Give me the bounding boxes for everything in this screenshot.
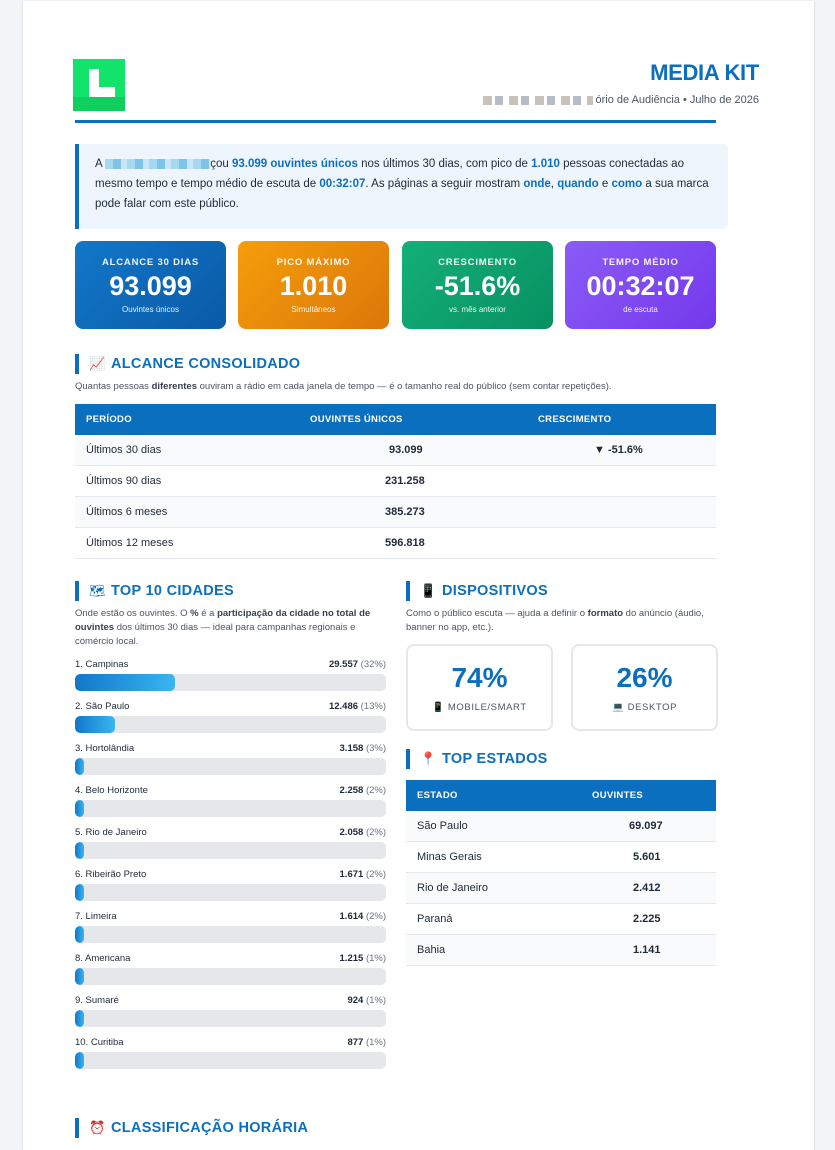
brand-logo xyxy=(73,59,125,111)
section-title-cities: 🗺 TOP 10 CIDADES xyxy=(75,581,234,601)
city-name: 5. Rio de Janeiro xyxy=(75,827,147,838)
city-bar-row: 5. Rio de Janeiro 2.058 (2%) xyxy=(75,827,386,859)
city-bar-fill xyxy=(75,800,84,817)
chart-icon: 📈 xyxy=(89,356,106,371)
city-bar-track xyxy=(75,674,386,691)
city-value: 924 (1%) xyxy=(347,995,386,1006)
city-bar-fill xyxy=(75,968,84,985)
city-bar-row: 7. Limeira 1.614 (2%) xyxy=(75,911,386,943)
city-bar-track xyxy=(75,758,386,775)
city-bar-fill xyxy=(75,758,84,775)
city-bar-track xyxy=(75,716,386,733)
city-bar-row: 8. Americana 1.215 (1%) xyxy=(75,953,386,985)
table-row: Últimos 6 meses 385.273 xyxy=(75,496,716,528)
page-title: MEDIA KIT xyxy=(650,60,759,85)
column-header: PERÍODO xyxy=(75,404,299,435)
cities-description: Onde estão os ouvintes. O % é a particip… xyxy=(75,608,371,647)
column-header: OUVINTES xyxy=(581,780,716,811)
city-name: 8. Americana xyxy=(75,953,131,964)
pin-icon: 📍 xyxy=(420,751,437,766)
city-bar-track xyxy=(75,926,386,943)
city-bar-row: 4. Belo Horizonte 2.258 (2%) xyxy=(75,785,386,817)
section-title-reach: 📈 ALCANCE CONSOLIDADO xyxy=(75,354,300,374)
kpi-card-reach: ALCANCE 30 DIAS 93.099 Ouvintes únicos xyxy=(75,241,226,329)
kpi-card-peak: PICO MÁXIMO 1.010 Simultâneos xyxy=(238,241,389,329)
city-name: 6. Ribeirão Preto xyxy=(75,869,147,880)
city-bar-fill xyxy=(75,1052,84,1069)
city-value: 12.486 (13%) xyxy=(328,701,386,712)
city-name: 3. Hortolândia xyxy=(75,743,135,754)
city-value: 29.557 (32%) xyxy=(328,659,386,670)
phone-icon: 📱 xyxy=(420,583,437,598)
column-header: CRESCIMENTO xyxy=(527,404,716,435)
devices-description: Como o público escuta — ajuda a definir … xyxy=(406,608,704,633)
city-bar-track xyxy=(75,1052,386,1069)
city-bar-fill xyxy=(75,1010,84,1027)
city-bar-row: 6. Ribeirão Preto 1.671 (2%) xyxy=(75,869,386,901)
device-card-mobile: 74% 📱 MOBILE/SMART xyxy=(406,644,553,731)
subtitle-text: ório de Audiência • Julho de 2026 xyxy=(595,94,759,106)
city-name: 9. Sumaré xyxy=(75,995,119,1006)
city-bar-fill xyxy=(75,674,175,691)
states-table: ESTADO OUVINTES São Paulo 69.097 Minas Ge… xyxy=(406,780,716,966)
city-value: 2.258 (2%) xyxy=(339,785,386,796)
city-bar-fill xyxy=(75,842,84,859)
intro-peak: 1.010 xyxy=(531,158,560,170)
city-name: 7. Limeira xyxy=(75,911,117,922)
city-bar-track xyxy=(75,884,386,901)
section-title-hours: ⏰ CLASSIFICAÇÃO HORÁRIA xyxy=(75,1118,308,1138)
table-row: Rio de Janeiro 2.412 xyxy=(406,872,716,904)
table-row: Últimos 90 dias 231.258 xyxy=(75,465,716,497)
desktop-icon: 💻 xyxy=(611,702,625,713)
city-bar-track xyxy=(75,1010,386,1027)
city-bar-track xyxy=(75,842,386,859)
city-bar-row: 3. Hortolândia 3.158 (3%) xyxy=(75,743,386,775)
city-value: 877 (1%) xyxy=(347,1037,386,1048)
table-row: Bahia 1.141 xyxy=(406,934,716,966)
intro-listeners: 93.099 ouvintes únicos xyxy=(232,158,358,170)
reach-table: PERÍODO OUVINTES ÚNICOS CRESCIMENTO Últi… xyxy=(75,404,716,559)
redacted-text xyxy=(482,95,593,105)
table-row: Últimos 12 meses 596.818 xyxy=(75,527,716,559)
city-bar-row: 1. Campinas 29.557 (32%) xyxy=(75,659,386,691)
city-bar-row: 10. Curitiba 877 (1%) xyxy=(75,1037,386,1069)
city-bar-track xyxy=(75,800,386,817)
kpi-card-time: TEMPO MÉDIO 00:32:07 de escuta xyxy=(565,241,716,329)
city-bar-fill xyxy=(75,884,84,901)
kpi-card-growth: CRESCIMENTO -51.6% vs. mês anterior xyxy=(402,241,553,329)
header-divider xyxy=(75,120,716,123)
city-name: 10. Curitiba xyxy=(75,1037,124,1048)
city-value: 1.215 (1%) xyxy=(339,953,386,964)
redacted-station-name xyxy=(105,158,211,169)
city-bar-fill xyxy=(75,716,115,733)
city-value: 1.671 (2%) xyxy=(339,869,386,880)
table-row: São Paulo 69.097 xyxy=(406,811,716,842)
city-bar-fill xyxy=(75,926,84,943)
phone-icon: 📱 xyxy=(432,702,445,713)
alarm-clock-icon: ⏰ xyxy=(89,1120,106,1135)
report-subtitle: ório de Audiência • Julho de 2026 xyxy=(482,94,759,106)
city-bar-row: 9. Sumaré 924 (1%) xyxy=(75,995,386,1027)
intro-summary: A çou 93.099 ouvintes únicos nos últimos… xyxy=(75,144,728,229)
map-icon: 🗺 xyxy=(89,583,106,598)
table-row: Paraná 2.225 xyxy=(406,903,716,935)
column-header: ESTADO xyxy=(406,780,581,811)
city-name: 2. São Paulo xyxy=(75,701,130,712)
city-value: 2.058 (2%) xyxy=(339,827,386,838)
section-title-devices: 📱 DISPOSITIVOS xyxy=(406,581,548,601)
city-name: 4. Belo Horizonte xyxy=(75,785,148,796)
city-value: 3.158 (3%) xyxy=(339,743,386,754)
device-card-desktop: 26% 💻 DESKTOP xyxy=(571,644,718,731)
intro-time: 00:32:07 xyxy=(319,178,366,190)
city-bar-track xyxy=(75,968,386,985)
city-bar-row: 2. São Paulo 12.486 (13%) xyxy=(75,701,386,733)
column-header: OUVINTES ÚNICOS xyxy=(299,404,527,435)
city-value: 1.614 (2%) xyxy=(339,911,386,922)
table-row: Últimos 30 dias 93.099 ▼ -51.6% xyxy=(75,435,716,466)
reach-description: Quantas pessoas diferentes ouviram a rád… xyxy=(75,381,612,392)
section-title-states: 📍 TOP ESTADOS xyxy=(406,749,548,769)
table-row: Minas Gerais 5.601 xyxy=(406,841,716,873)
city-name: 1. Campinas xyxy=(75,659,129,670)
